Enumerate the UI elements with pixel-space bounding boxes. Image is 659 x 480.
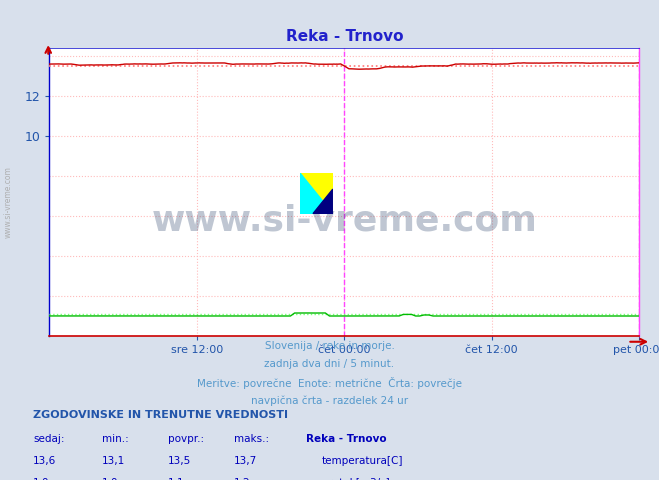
Text: 13,6: 13,6 <box>33 456 56 466</box>
Polygon shape <box>300 173 333 214</box>
Text: 1,0: 1,0 <box>33 478 49 480</box>
Text: 13,1: 13,1 <box>102 456 125 466</box>
Text: 13,7: 13,7 <box>234 456 257 466</box>
Text: www.si-vreme.com: www.si-vreme.com <box>152 204 537 238</box>
Text: 1,0: 1,0 <box>102 478 119 480</box>
Text: temperatura[C]: temperatura[C] <box>322 456 403 466</box>
Text: Slovenija / reke in morje.: Slovenija / reke in morje. <box>264 341 395 351</box>
Text: 1,2: 1,2 <box>234 478 250 480</box>
Text: 1,1: 1,1 <box>168 478 185 480</box>
Text: www.si-vreme.com: www.si-vreme.com <box>3 166 13 238</box>
Text: min.:: min.: <box>102 434 129 444</box>
Text: sedaj:: sedaj: <box>33 434 65 444</box>
Text: Reka - Trnovo: Reka - Trnovo <box>306 434 387 444</box>
Text: povpr.:: povpr.: <box>168 434 204 444</box>
Title: Reka - Trnovo: Reka - Trnovo <box>285 29 403 44</box>
Text: maks.:: maks.: <box>234 434 269 444</box>
Polygon shape <box>313 189 333 214</box>
Text: zadnja dva dni / 5 minut.: zadnja dva dni / 5 minut. <box>264 359 395 369</box>
Text: ZGODOVINSKE IN TRENUTNE VREDNOSTI: ZGODOVINSKE IN TRENUTNE VREDNOSTI <box>33 410 288 420</box>
Text: 13,5: 13,5 <box>168 456 191 466</box>
Text: pretok[m3/s]: pretok[m3/s] <box>322 478 389 480</box>
Text: navpična črta - razdelek 24 ur: navpična črta - razdelek 24 ur <box>251 396 408 406</box>
Text: Meritve: povrečne  Enote: metrične  Črta: povrečje: Meritve: povrečne Enote: metrične Črta: … <box>197 377 462 389</box>
